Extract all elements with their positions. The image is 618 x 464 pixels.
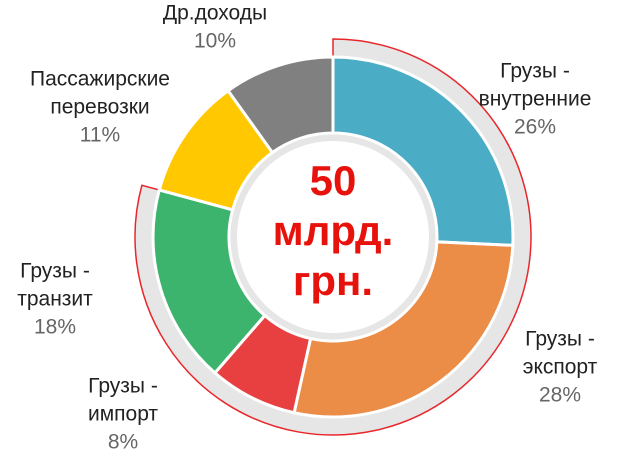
- category-label: Др.доходы: [163, 2, 267, 25]
- value-label: 8%: [108, 431, 138, 454]
- donut-segment: [151, 188, 267, 375]
- category-label: перевозки: [50, 96, 149, 119]
- category-label: импорт: [88, 403, 158, 426]
- donut-segment: [331, 55, 515, 247]
- category-label: Пассажирские: [30, 68, 170, 91]
- center-text: грн.: [293, 257, 373, 304]
- value-label: 10%: [194, 30, 236, 53]
- value-label: 18%: [34, 316, 76, 339]
- inner-disc: [237, 141, 429, 333]
- category-label: Грузы -: [20, 260, 90, 283]
- donut-segment: [226, 55, 335, 155]
- category-label: экспорт: [523, 356, 598, 379]
- category-label: внутренние: [479, 88, 592, 111]
- category-label: Грузы -: [525, 328, 595, 351]
- value-label: 11%: [80, 124, 120, 147]
- donut-segment: [292, 240, 515, 419]
- category-label: транзит: [17, 288, 93, 311]
- category-label: Грузы -: [88, 375, 158, 398]
- category-label: Грузы -: [500, 60, 570, 83]
- center-text: 50: [310, 157, 357, 204]
- value-label: 26%: [514, 116, 556, 139]
- value-label: 28%: [539, 384, 581, 407]
- center-text: млрд.: [273, 207, 394, 254]
